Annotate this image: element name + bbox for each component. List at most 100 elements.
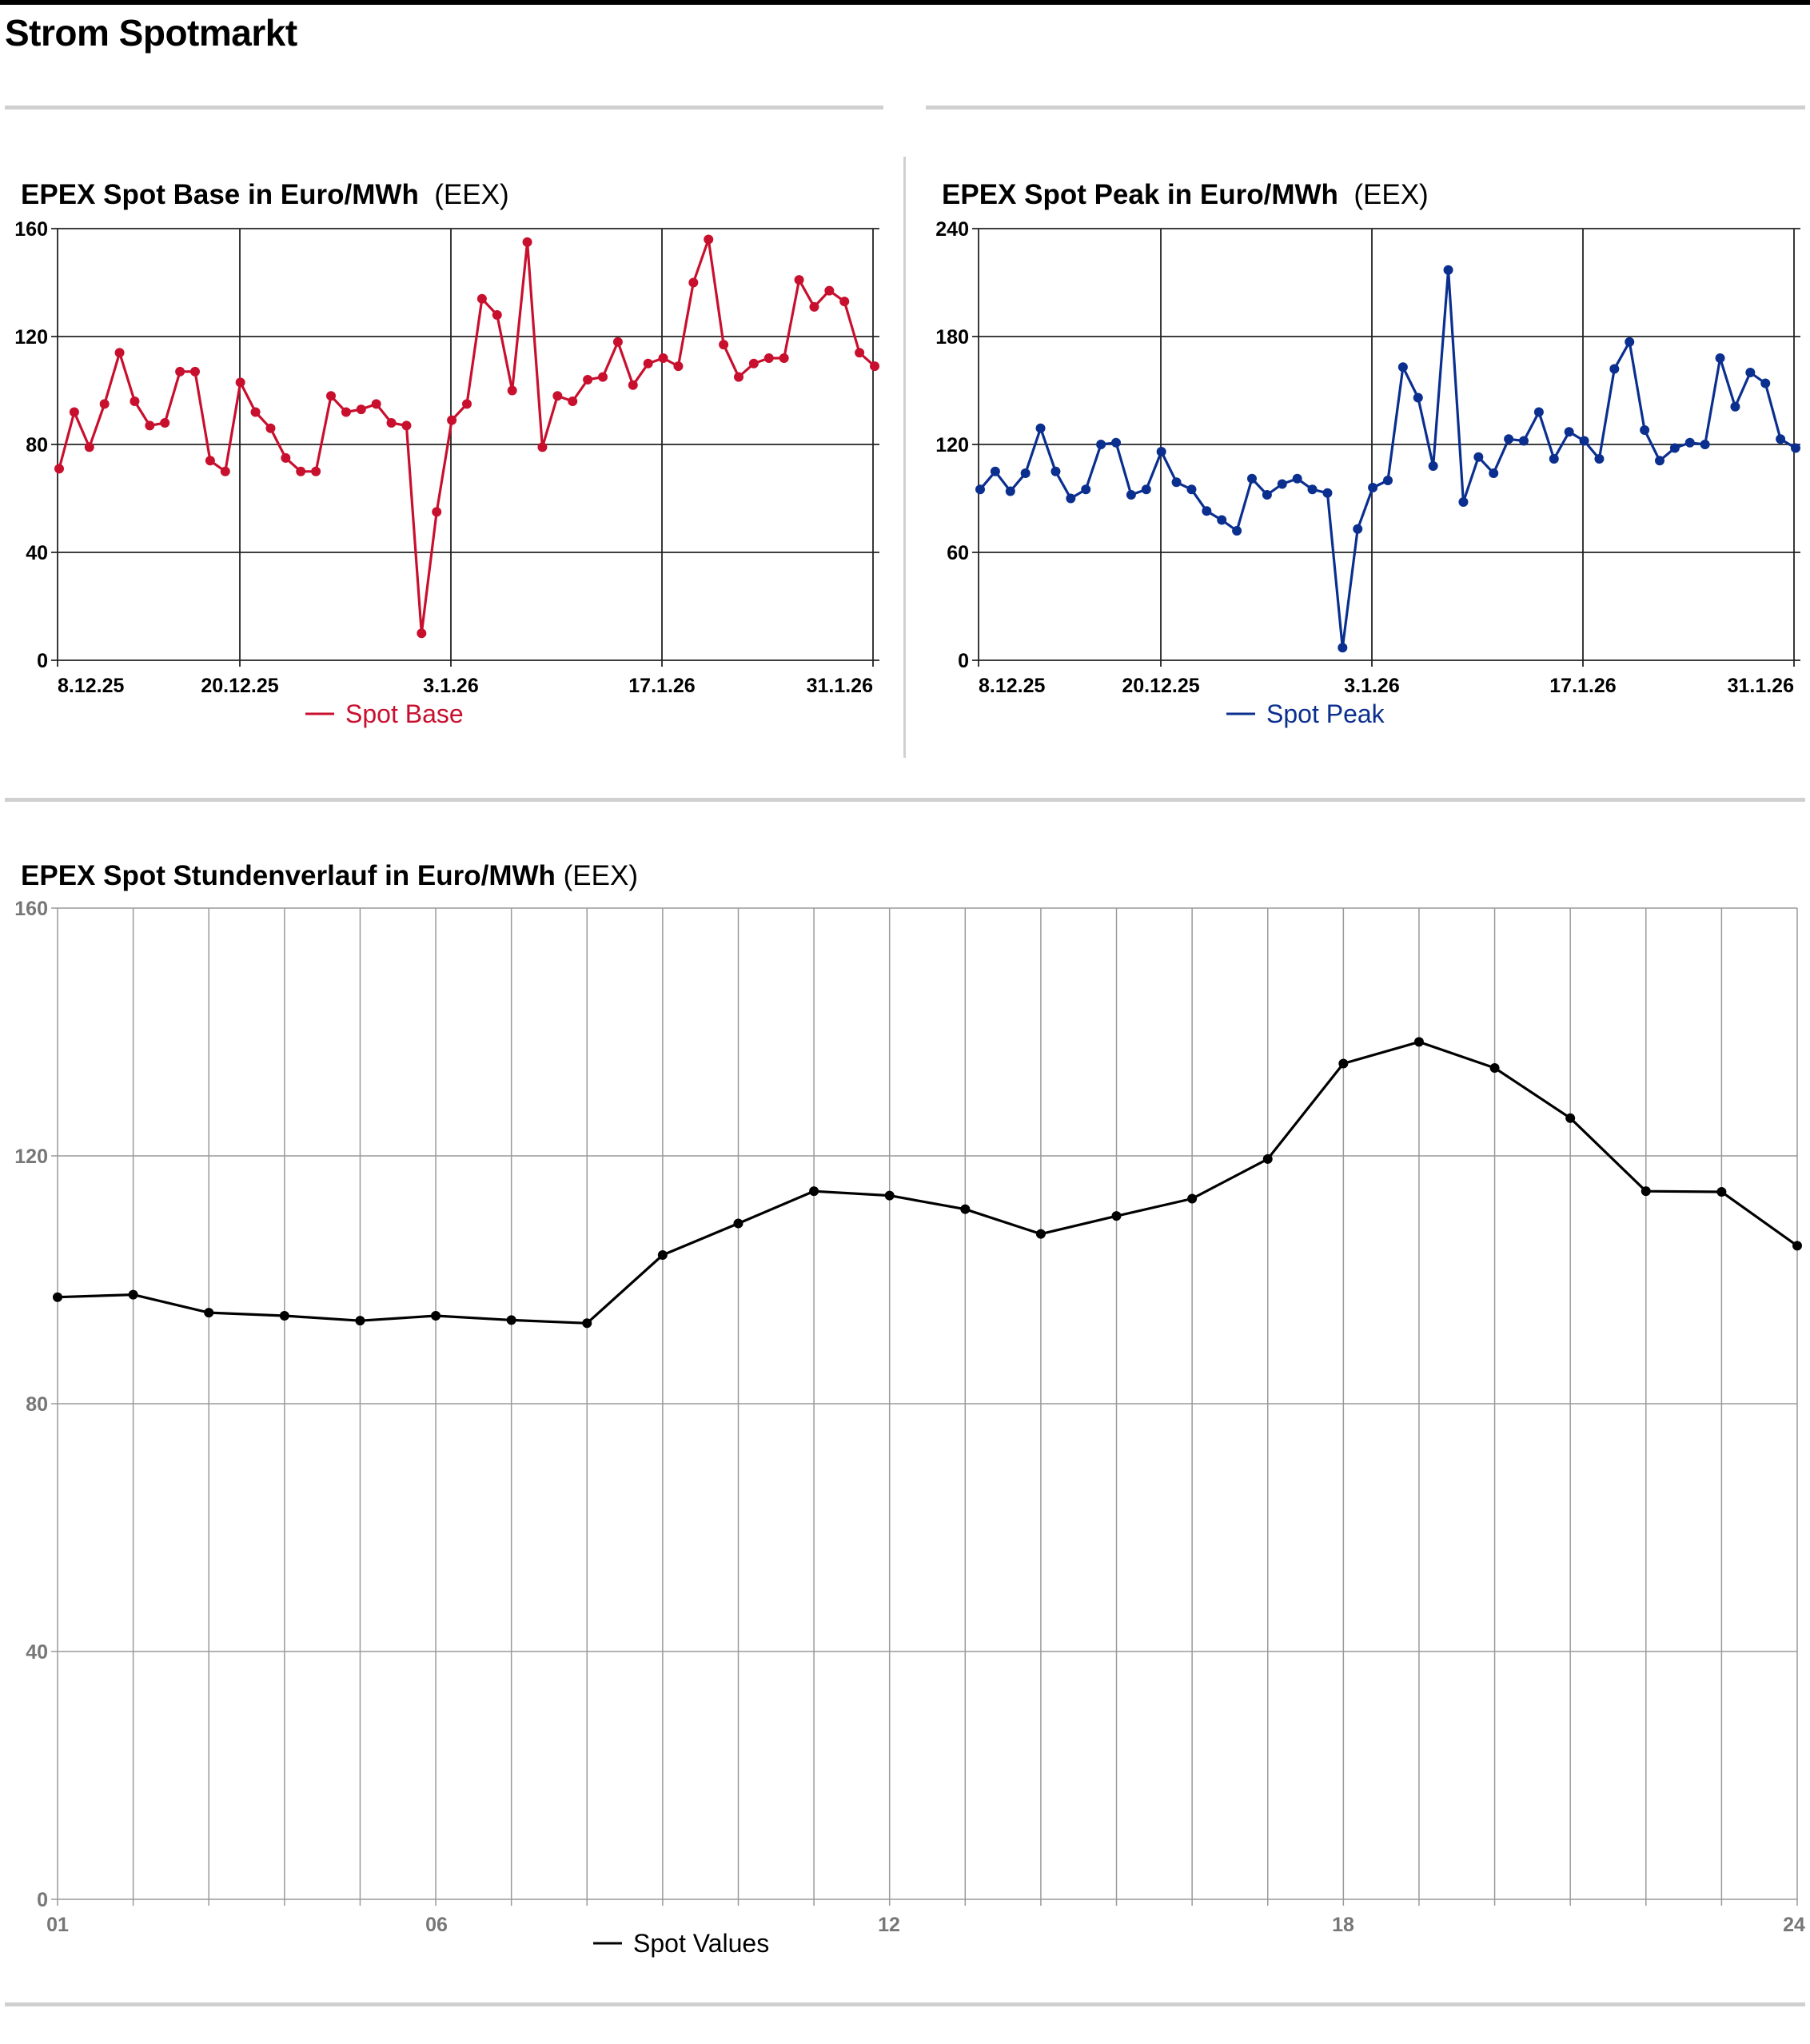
- data-point: [1791, 443, 1800, 453]
- series-line: [979, 269, 1796, 649]
- chart-title-text: EPEX Spot Peak in Euro/MWh: [942, 179, 1338, 210]
- data-point: [250, 407, 261, 417]
- data-point: [220, 466, 230, 476]
- data-point: [1792, 1241, 1802, 1251]
- column-divider: [903, 157, 906, 758]
- data-point: [1745, 368, 1756, 377]
- chart-title-hourly: EPEX Spot Stundenverlauf in Euro/MWh (EE…: [21, 860, 638, 892]
- data-point: [1051, 466, 1061, 476]
- data-point: [1397, 362, 1408, 373]
- chart-source: (EEX): [563, 860, 639, 891]
- y-tick-label: 40: [26, 542, 48, 564]
- data-point: [990, 466, 1000, 476]
- data-point: [809, 1186, 819, 1197]
- data-point: [1579, 436, 1589, 446]
- data-point: [1504, 434, 1514, 444]
- y-tick-label: 0: [37, 650, 48, 672]
- data-point: [628, 380, 638, 390]
- section-divider: [5, 106, 883, 110]
- data-point: [855, 348, 865, 358]
- x-tick-label: 8.12.25: [979, 675, 1046, 697]
- data-point: [1641, 1186, 1651, 1197]
- x-tick-label: 17.1.26: [1549, 675, 1616, 697]
- data-point: [1353, 524, 1363, 534]
- data-point: [69, 407, 79, 417]
- data-point: [54, 464, 64, 474]
- data-point: [417, 628, 427, 639]
- data-point: [1564, 427, 1574, 437]
- data-point: [356, 404, 366, 415]
- data-point: [1081, 484, 1091, 495]
- data-point: [190, 366, 200, 377]
- data-point: [960, 1204, 971, 1214]
- data-point: [1489, 468, 1499, 478]
- data-point: [145, 420, 155, 431]
- x-tick-label: 18: [1332, 1914, 1354, 1936]
- data-point: [1262, 1153, 1273, 1164]
- data-point: [386, 418, 397, 428]
- data-point: [522, 237, 532, 247]
- data-point: [1307, 484, 1318, 495]
- data-point: [235, 377, 245, 388]
- data-point: [1730, 401, 1740, 412]
- data-point: [1669, 443, 1680, 453]
- data-point: [311, 466, 321, 476]
- data-point: [598, 372, 608, 382]
- data-point: [432, 507, 442, 517]
- data-point: [1005, 486, 1015, 496]
- chart-title-base: EPEX Spot Base in Euro/MWh (EEX): [21, 179, 509, 211]
- data-point: [130, 396, 140, 406]
- data-point: [1096, 440, 1106, 449]
- data-point: [1111, 1211, 1122, 1221]
- x-tick-label: 31.1.26: [1728, 675, 1794, 697]
- section-divider: [926, 106, 1805, 110]
- data-point: [1533, 407, 1544, 417]
- data-point: [1277, 479, 1287, 489]
- chart-source: (EEX): [1354, 179, 1429, 210]
- y-tick-label: 40: [26, 1641, 48, 1663]
- data-point: [1247, 473, 1257, 484]
- y-tick-label: 0: [37, 1889, 48, 1911]
- legend-label: Spot Values: [633, 1929, 769, 1958]
- top-rule: [0, 0, 1810, 5]
- data-point: [1458, 497, 1469, 507]
- data-point: [371, 399, 381, 409]
- y-tick-label: 160: [14, 898, 48, 920]
- data-point: [1519, 436, 1529, 446]
- data-point: [719, 340, 729, 350]
- data-point: [506, 1315, 516, 1325]
- data-point: [296, 466, 306, 476]
- data-point: [1684, 437, 1695, 448]
- x-tick-label: 8.12.25: [58, 675, 125, 697]
- data-point: [1156, 447, 1166, 456]
- data-point: [99, 399, 110, 409]
- data-point: [1338, 1058, 1349, 1069]
- data-point: [84, 442, 94, 452]
- x-tick-label: 20.12.25: [201, 675, 278, 697]
- page-title: Strom Spotmarkt: [5, 12, 297, 54]
- data-point: [1262, 490, 1272, 500]
- data-point: [355, 1316, 365, 1326]
- data-point: [1368, 483, 1378, 492]
- data-point: [643, 358, 653, 369]
- data-point: [1776, 434, 1786, 444]
- data-point: [204, 1308, 214, 1318]
- data-point: [748, 358, 759, 369]
- data-point: [612, 337, 623, 347]
- data-point: [53, 1292, 62, 1302]
- data-point: [1443, 265, 1453, 275]
- data-point: [1292, 473, 1302, 484]
- data-point: [552, 391, 563, 401]
- data-point: [326, 391, 336, 401]
- data-point: [1111, 437, 1121, 448]
- data-point: [1338, 643, 1348, 653]
- chart-title-text: EPEX Spot Base in Euro/MWh: [21, 179, 419, 210]
- x-tick-label: 01: [46, 1914, 69, 1936]
- data-point: [1700, 440, 1710, 449]
- data-point: [1640, 425, 1650, 435]
- data-point: [114, 348, 125, 358]
- data-point: [870, 361, 879, 372]
- y-tick-label: 60: [947, 542, 969, 564]
- data-point: [160, 418, 170, 428]
